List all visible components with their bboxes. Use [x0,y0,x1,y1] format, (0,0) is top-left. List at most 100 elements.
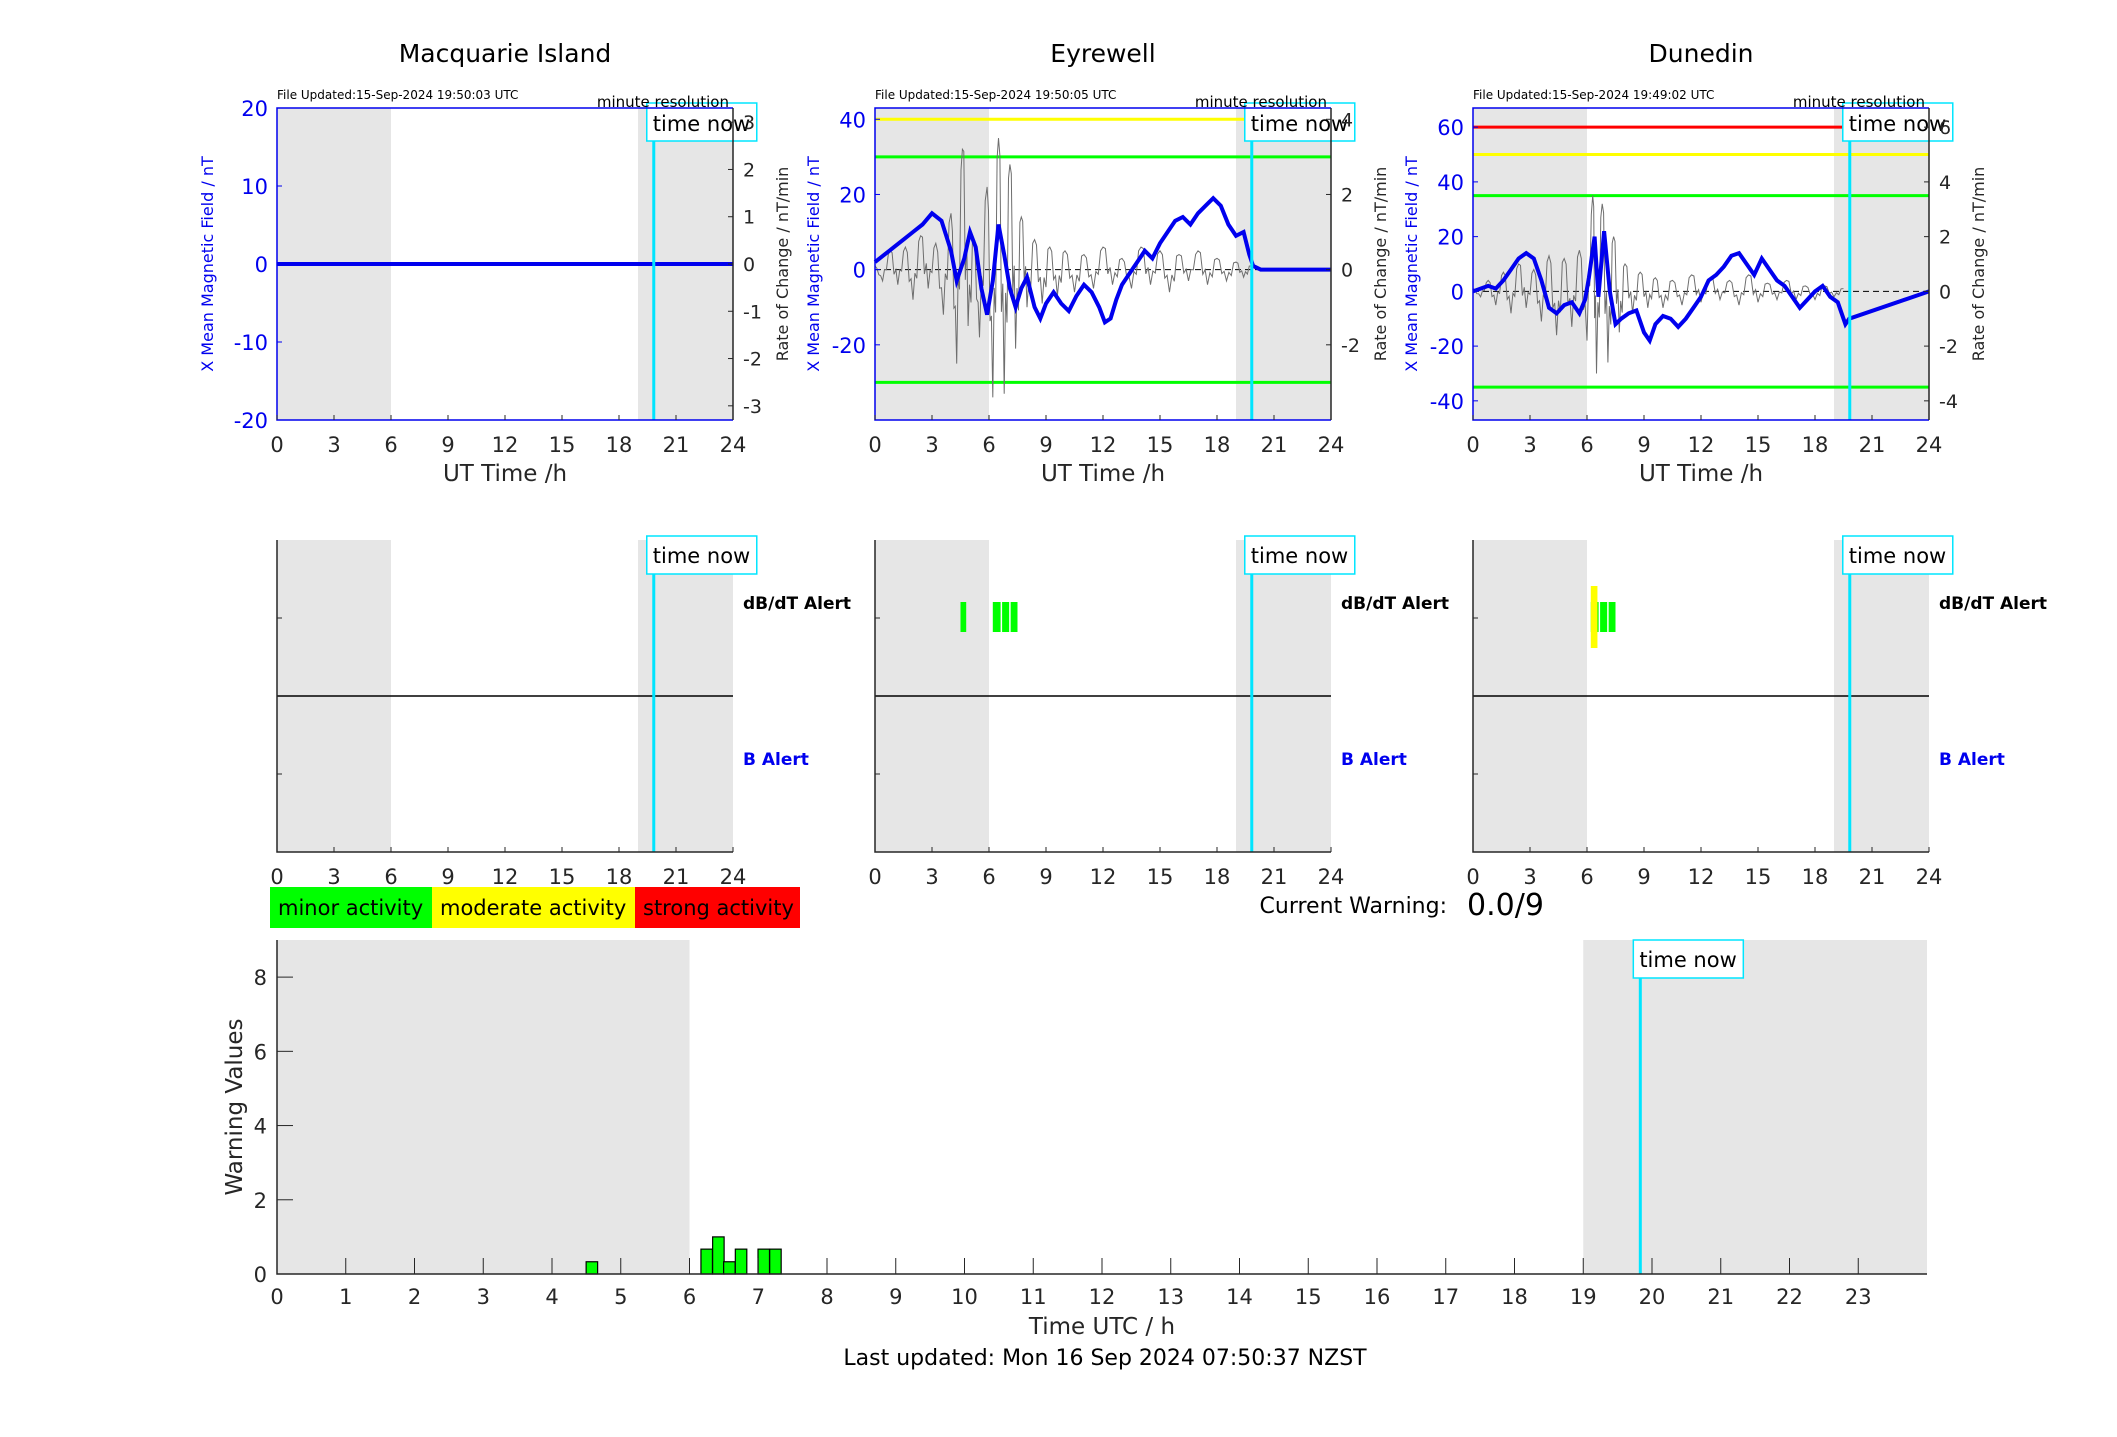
y-right-tick-label: 0 [743,254,755,276]
x-tick-label-top: 21 [1859,433,1886,457]
night-shading-top-0 [1473,108,1587,420]
warning-y-tick-label: 2 [254,1189,267,1213]
x-tick-label-mid: 18 [1802,865,1829,889]
time-now-box-top [1244,102,1356,142]
warning-night-shading-1 [1583,940,1927,1274]
x-tick-label-mid: 21 [663,865,690,889]
last-updated-footer: Last updated: Mon 16 Sep 2024 07:50:37 N… [843,1346,1367,1371]
warning-bar-6 [769,1248,782,1275]
warning-bar-4 [734,1248,748,1275]
legend-label-0: minor activity [278,896,423,920]
resolution-text: minute resolution [1793,93,1925,111]
x-tick-label-mid: 21 [1859,865,1886,889]
y-left-tick-label: -40 [1430,390,1464,414]
y-left-axis-label: X Mean Magnetic Field / nT [198,156,217,372]
current-warning-label: Current Warning: [1260,894,1447,919]
y-left-tick-label: 10 [241,175,268,199]
dbdt-alert-label: dB/dT Alert [1939,594,2047,614]
time-now-label-top: time now [1251,112,1348,136]
x-tick-label-mid: 3 [327,865,340,889]
x-tick-label-top: 21 [1261,433,1288,457]
x-tick-label-top: 3 [925,433,938,457]
current-warning-value: 0.0/9 [1467,888,1544,923]
legend-swatch-2 [635,887,800,928]
x-tick-label-mid: 15 [1745,865,1772,889]
y-left-tick-label: 20 [1437,226,1464,250]
dbdt-alert-bar-0 [960,602,967,632]
x-tick-label-top: 24 [1318,433,1345,457]
x-axis-label: UT Time /h [443,461,567,487]
y-left-tick-label: -10 [234,331,268,355]
warning-night-shading-0 [277,940,690,1274]
x-axis-label: UT Time /h [1041,461,1165,487]
time-now-label-mid: time now [1849,544,1946,568]
warning-y-tick-label: 0 [254,1263,267,1287]
warning-x-tick-label: 7 [752,1285,765,1309]
x-tick-label-top: 21 [663,433,690,457]
warning-x-tick-label: 13 [1157,1285,1184,1309]
time-now-label-top: time now [653,112,750,136]
y-right-tick-label: 2 [743,159,755,181]
x-tick-label-mid: 12 [1090,865,1117,889]
warning-bar-2 [712,1236,725,1275]
warning-x-tick-label: 1 [339,1285,352,1309]
y-left-tick-label: -20 [234,409,268,433]
b-alert-label: B Alert [743,750,809,770]
warning-x-tick-label: 11 [1020,1285,1047,1309]
y-right-tick-label: -3 [743,396,762,418]
legend-swatch-1 [432,887,635,928]
x-tick-label-mid: 6 [384,865,397,889]
warning-x-tick-label: 12 [1089,1285,1116,1309]
y-right-tick-label: -1 [743,301,762,323]
resolution-text: minute resolution [597,93,729,111]
x-tick-label-top: 15 [549,433,576,457]
activity-legend: minor activity moderate activity strong ac… [270,887,800,928]
x-tick-label-top: 9 [1637,433,1650,457]
y-right-tick-label: -2 [1939,336,1958,358]
warning-bar-1 [700,1248,714,1275]
y-right-tick-label: 2 [1939,227,1951,249]
x-tick-label-mid: 12 [1688,865,1715,889]
x-tick-label-top: 0 [1466,433,1479,457]
warning-bar-5 [757,1248,771,1275]
x-tick-label-mid: 9 [1637,865,1650,889]
x-tick-label-top: 15 [1745,433,1772,457]
warning-y-axis-label: Warning Values [222,1018,248,1195]
time-now-label-top: time now [1849,112,1946,136]
x-tick-label-top: 12 [492,433,519,457]
station-title: Dunedin [1649,39,1754,68]
warning-x-tick-label: 16 [1364,1285,1391,1309]
y-left-tick-label: 20 [241,97,268,121]
x-tick-label-mid: 24 [1318,865,1345,889]
station-panel-dunedin: Dunedin time now File Updated:15-Sep-2024 … [1402,39,2047,889]
b-alert-label: B Alert [1341,750,1407,770]
x-tick-label-mid: 0 [868,865,881,889]
y-right-tick-label: 4 [1341,109,1353,131]
x-tick-label-top: 24 [720,433,747,457]
y-left-tick-label: -20 [832,334,866,358]
y-left-tick-label: -20 [1430,335,1464,359]
x-tick-label-top: 0 [868,433,881,457]
warning-x-tick-label: 3 [477,1285,490,1309]
x-tick-label-top: 18 [1802,433,1829,457]
warning-x-tick-label: 2 [408,1285,421,1309]
y-right-tick-label: -2 [743,349,762,371]
x-tick-label-mid: 15 [1147,865,1174,889]
x-tick-label-top: 15 [1147,433,1174,457]
warning-x-tick-label: 10 [951,1285,978,1309]
x-tick-label-top: 3 [1523,433,1536,457]
y-right-tick-label: -2 [1341,335,1360,357]
warning-y-tick-label: 4 [254,1115,267,1139]
y-right-tick-label: 4 [1939,172,1951,194]
b-alert-label: B Alert [1939,750,2005,770]
x-tick-label-top: 9 [1039,433,1052,457]
warning-x-tick-label: 22 [1776,1285,1803,1309]
warning-x-tick-label: 5 [614,1285,627,1309]
warning-y-tick-label: 6 [254,1040,267,1064]
time-now-box-mid [1842,535,1954,575]
x-tick-label-mid: 0 [270,865,283,889]
y-left-tick-label: 60 [1437,116,1464,140]
warning-x-axis-label: Time UTC / h [1028,1314,1175,1340]
